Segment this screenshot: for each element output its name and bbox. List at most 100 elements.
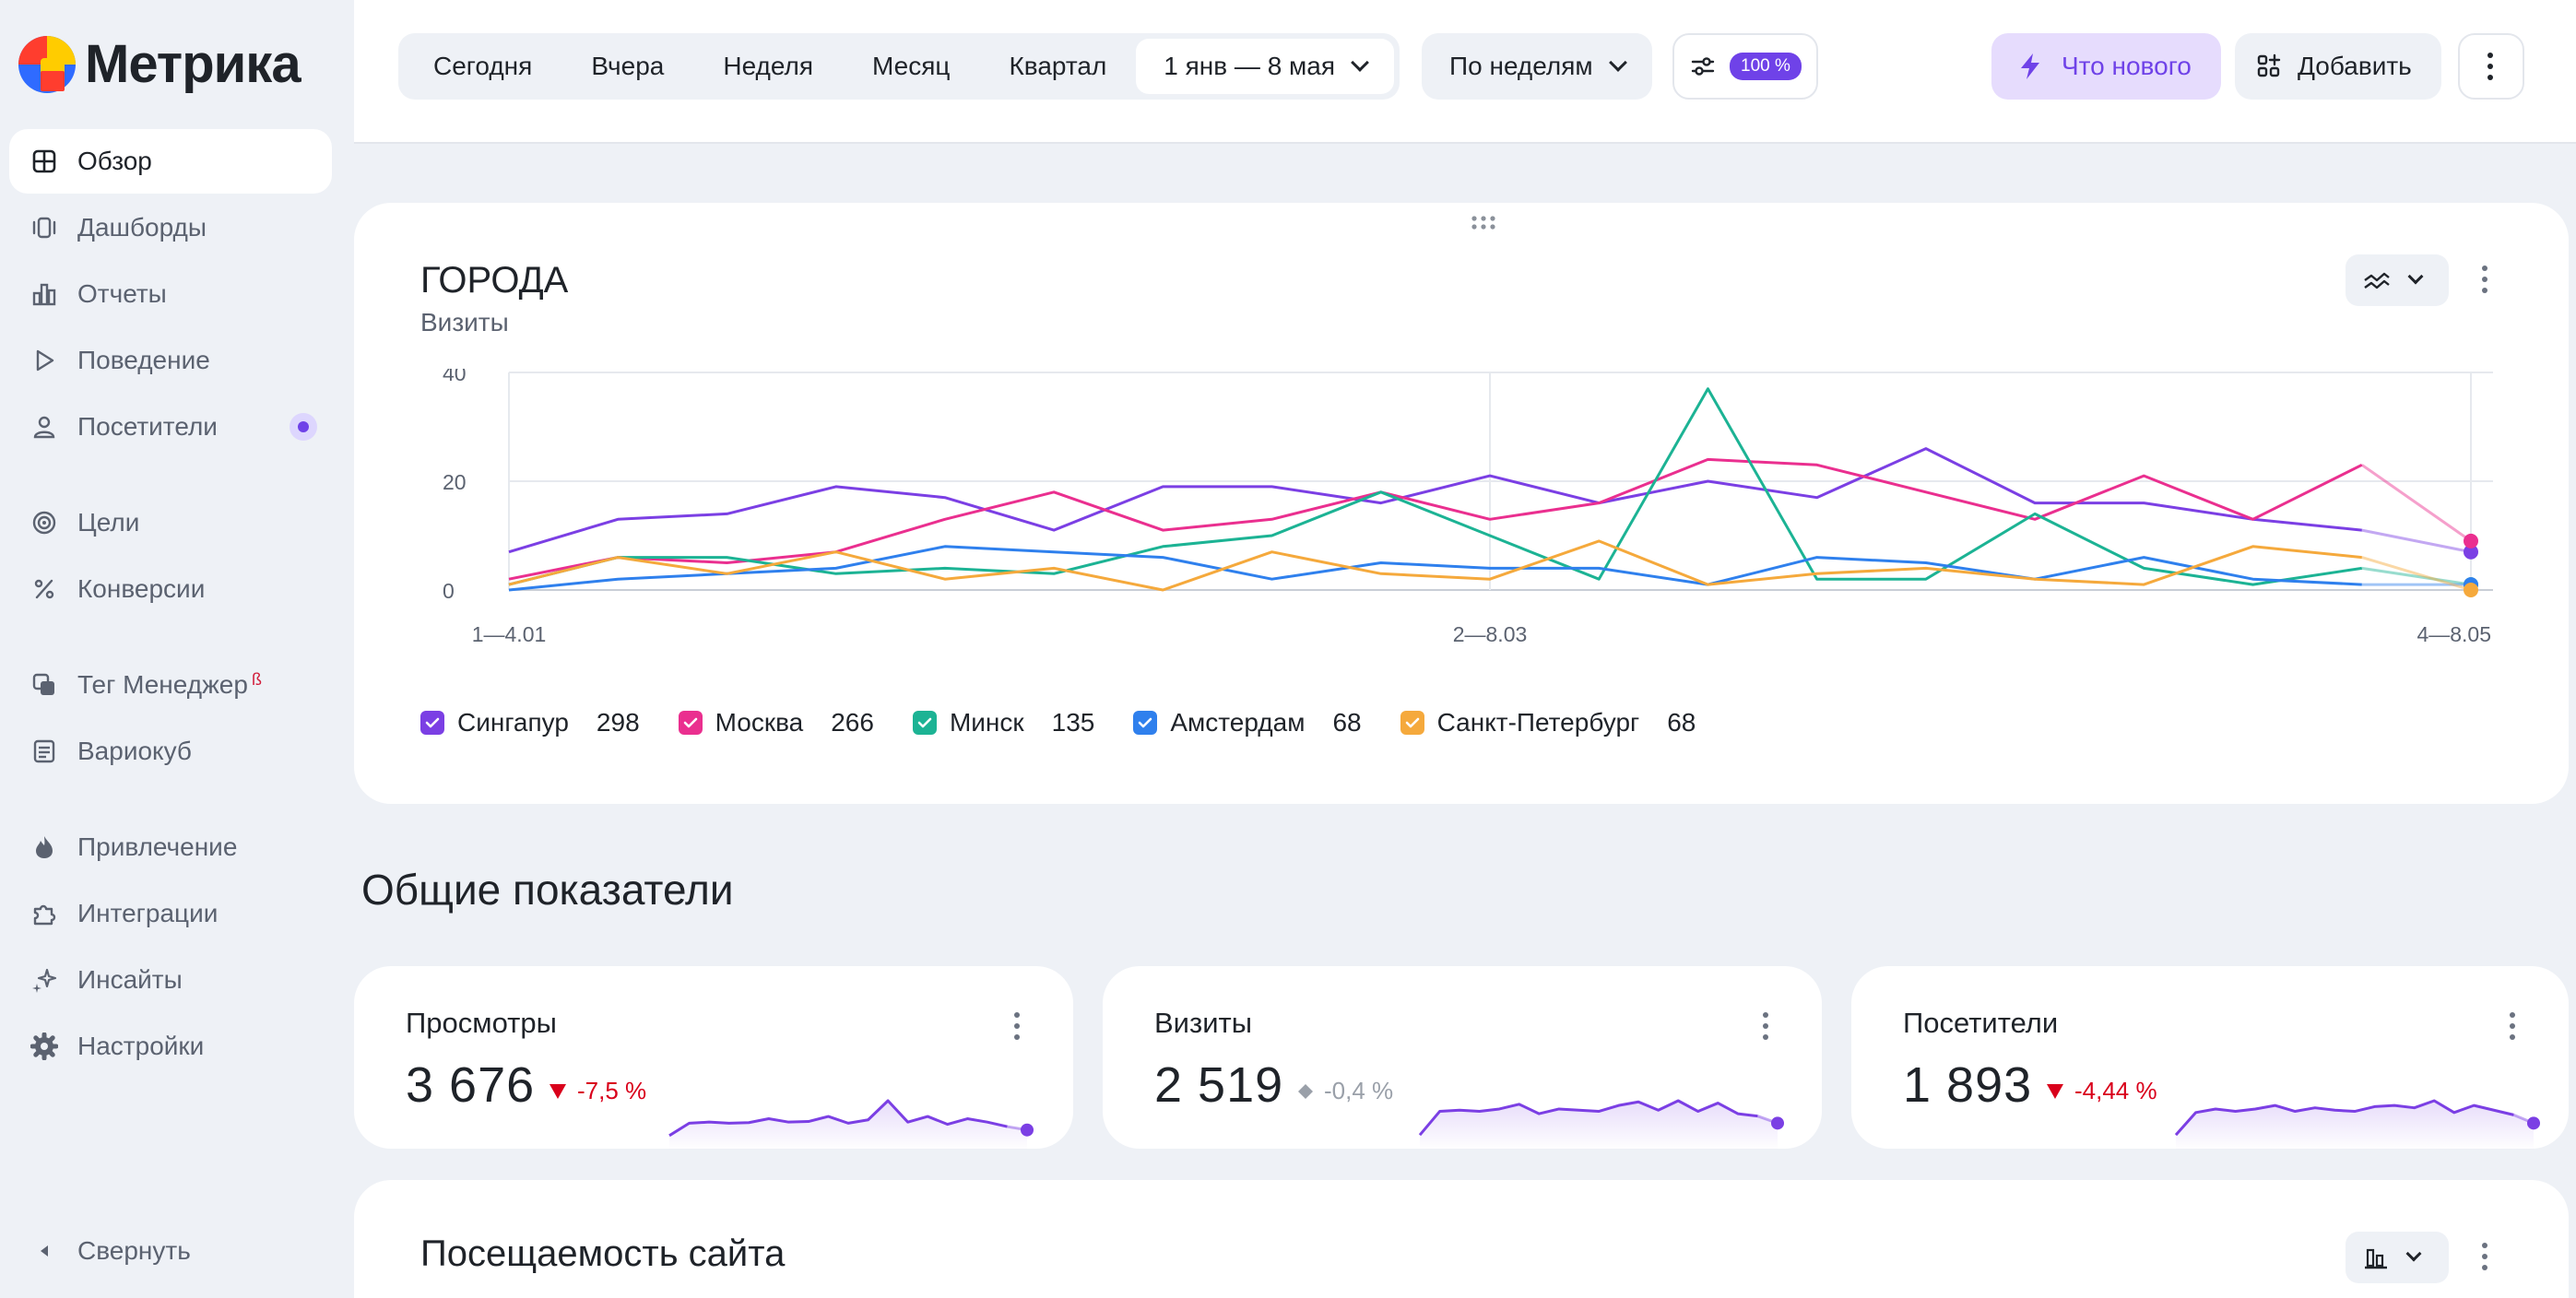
metric-sparkline xyxy=(1418,1099,1784,1150)
sparkline-area xyxy=(669,1101,1027,1150)
checkbox-checked-icon[interactable] xyxy=(912,711,937,735)
card-menu-button[interactable] xyxy=(2482,1243,2489,1270)
series-line[interactable] xyxy=(508,545,2362,592)
legend-item[interactable]: Сингапур 298 xyxy=(420,708,640,738)
metric-card-visits[interactable]: Визиты 2 519 -0,4 % xyxy=(1103,966,1822,1150)
sidebar-item-label: Посетители xyxy=(77,412,218,441)
sidebar-item-label: Тег Менеджер ß xyxy=(77,670,262,700)
cities-card: ГОРОДА Визиты 0 20 40 1—4.01 2—8.03 4—8.05 Си… xyxy=(354,203,2569,804)
legend-label: Санкт-Петербург xyxy=(1436,708,1640,737)
whats-new-button[interactable]: Что нового xyxy=(1991,33,2221,100)
series-line[interactable] xyxy=(508,447,2362,554)
sparkline-area xyxy=(1420,1101,1778,1150)
sparkline-end-point xyxy=(2527,1116,2540,1130)
period-quarter[interactable]: Квартал xyxy=(1009,52,1107,80)
add-label: Добавить xyxy=(2298,52,2412,80)
triangle-down-icon xyxy=(2047,1083,2063,1099)
series-line[interactable] xyxy=(508,539,2362,592)
sparkline-line xyxy=(1418,1099,1758,1137)
metric-label: Просмотры xyxy=(406,1007,557,1039)
series-end-point[interactable] xyxy=(2464,544,2478,560)
sidebar-item-label: Обзор xyxy=(77,147,152,175)
top-header: Сегодня Вчера Неделя Месяц Квартал 1 янв… xyxy=(354,0,2576,144)
card-title: ГОРОДА xyxy=(420,260,569,301)
sidebar-item-text: Тег Менеджер xyxy=(77,670,248,699)
series-line[interactable] xyxy=(508,387,2362,586)
collapse-label: Свернуть xyxy=(77,1236,191,1265)
add-button[interactable]: Добавить xyxy=(2235,33,2441,100)
percent-icon xyxy=(30,574,59,604)
collapse-sidebar-button[interactable]: Свернуть xyxy=(9,1219,332,1283)
logo[interactable]: Метрика xyxy=(17,33,301,95)
drag-handle-icon[interactable] xyxy=(1471,216,1495,230)
series-end-point[interactable] xyxy=(2464,583,2478,597)
kebab-icon xyxy=(2487,53,2495,80)
y-tick-label: 40 xyxy=(443,369,467,385)
legend-item[interactable]: Амстердам 68 xyxy=(1133,708,1362,738)
metric-menu-button[interactable] xyxy=(1014,1012,1022,1040)
legend-label: Москва xyxy=(715,708,804,737)
legend-label: Амстердам xyxy=(1170,708,1306,737)
metric-card-pageviews[interactable]: Просмотры 3 676 -7,5 % xyxy=(354,966,1073,1150)
puzzle-icon xyxy=(30,899,59,928)
sidebar-item-tag-manager[interactable]: Тег Менеджер ß xyxy=(9,653,332,717)
sampling-badge: 100 % xyxy=(1730,53,1802,80)
metric-delta-text: -0,4 % xyxy=(1324,1077,1394,1104)
legend-item[interactable]: Санкт-Петербург 68 xyxy=(1400,708,1696,738)
metric-menu-button[interactable] xyxy=(2510,1012,2517,1040)
legend-item[interactable]: Москва 266 xyxy=(678,708,874,738)
series-line[interactable] xyxy=(508,457,2363,581)
legend-value: 68 xyxy=(1667,708,1696,737)
chart-type-select[interactable] xyxy=(2346,1232,2449,1283)
series-end-point[interactable] xyxy=(2464,533,2478,549)
sidebar-item-visitors[interactable]: Посетители xyxy=(9,395,332,459)
document-icon xyxy=(30,737,59,766)
metric-menu-button[interactable] xyxy=(1763,1012,1770,1040)
sidebar-item-reports[interactable]: Отчеты xyxy=(9,262,332,326)
period-yesterday[interactable]: Вчера xyxy=(591,52,665,80)
section-title: Общие показатели xyxy=(361,866,734,914)
bar-chart-icon xyxy=(30,279,59,309)
bar-chart-icon xyxy=(2365,1248,2387,1269)
filters-button[interactable]: 100 % xyxy=(1672,33,1818,100)
sidebar-item-overview[interactable]: Обзор xyxy=(9,129,332,194)
sidebar-item-settings[interactable]: Настройки xyxy=(9,1014,332,1079)
metric-card-visitors[interactable]: Посетители 1 893 -4,44 % xyxy=(1851,966,2569,1150)
checkbox-checked-icon[interactable] xyxy=(420,711,444,735)
period-month[interactable]: Месяц xyxy=(872,52,951,80)
date-range-picker[interactable]: 1 янв — 8 мая xyxy=(1136,39,1395,94)
chevron-down-icon xyxy=(1351,53,1369,72)
sidebar-item-goals[interactable]: Цели xyxy=(9,490,332,555)
sidebar-item-label: Поведение xyxy=(77,346,210,374)
period-week[interactable]: Неделя xyxy=(723,52,814,80)
series-line-partial xyxy=(2361,528,2472,554)
sparkline-line xyxy=(668,1099,1008,1138)
legend-item[interactable]: Минск 135 xyxy=(912,708,1095,738)
checkbox-checked-icon[interactable] xyxy=(1133,711,1158,735)
caret-left-icon xyxy=(30,1236,59,1266)
sidebar-item-label: Отчеты xyxy=(77,279,167,308)
checkbox-checked-icon[interactable] xyxy=(1400,711,1424,735)
metric-delta: -0,4 % xyxy=(1296,1077,1393,1105)
cities-line-chart: 0 20 40 1—4.01 2—8.03 4—8.05 xyxy=(443,369,2493,646)
grouping-select[interactable]: По неделям xyxy=(1422,33,1652,100)
sidebar-item-insights[interactable]: Инсайты xyxy=(9,948,332,1012)
legend-label: Сингапур xyxy=(457,708,569,737)
sidebar-item-conversions[interactable]: Конверсии xyxy=(9,557,332,621)
period-today[interactable]: Сегодня xyxy=(433,52,533,80)
sidebar-item-variocube[interactable]: Вариокуб xyxy=(9,719,332,784)
more-menu-button[interactable] xyxy=(2458,33,2524,100)
sidebar-item-acquisition[interactable]: Привлечение xyxy=(9,815,332,879)
card-menu-button[interactable] xyxy=(2482,266,2489,293)
sidebar-item-behavior[interactable]: Поведение xyxy=(9,328,332,393)
chart-type-select[interactable] xyxy=(2346,254,2449,306)
chart-legend: Сингапур 298 Москва 266 Минск 135 Амстердам 68 С… xyxy=(420,708,1734,738)
x-tick-label: 4—8.05 xyxy=(2416,622,2491,646)
legend-value: 135 xyxy=(1051,708,1095,737)
chevron-down-icon xyxy=(1608,53,1627,72)
metric-value: 1 893 xyxy=(1903,1057,2033,1113)
checkbox-checked-icon[interactable] xyxy=(678,711,703,735)
x-tick-label: 1—4.01 xyxy=(472,622,547,646)
sidebar-item-integrations[interactable]: Интеграции xyxy=(9,881,332,946)
sidebar-item-dashboards[interactable]: Дашборды xyxy=(9,195,332,260)
